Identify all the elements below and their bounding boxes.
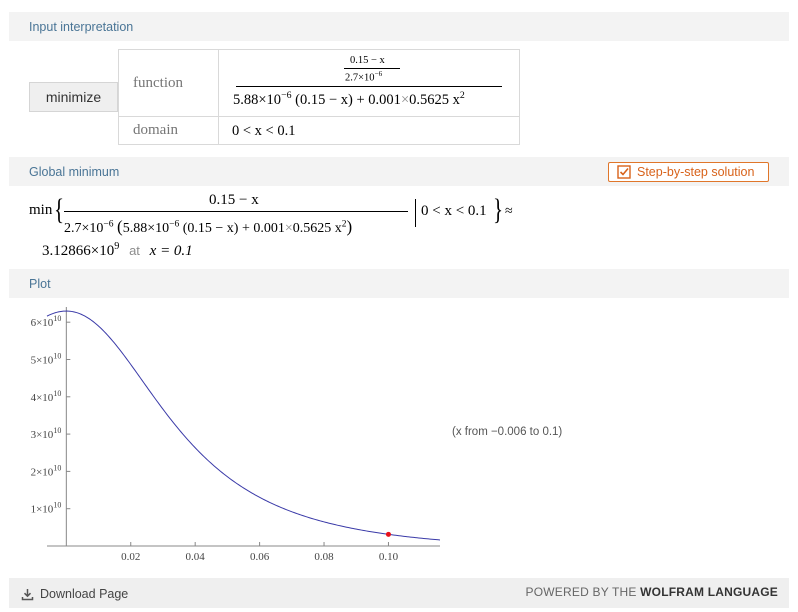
times-symbol: × [400,91,410,108]
y-tick-label: 2×1010 [31,463,62,478]
open-brace: { [54,193,65,226]
domain-label-cell: domain [118,116,219,145]
plot-title: Plot [29,277,51,291]
condition-bar [415,199,416,227]
y-tick-label: 6×1010 [31,314,62,329]
powered-brand: WOLFRAM LANGUAGE [640,585,778,599]
y-tick-label: 3×1010 [31,426,62,441]
y-tick-label: 5×1010 [31,351,62,366]
domain-value: 0 < x < 0.1 [232,122,296,139]
function-label-cell: function [118,49,219,117]
min-numerator: 0.15 − x [209,192,259,208]
x-tick-label: 0.02 [121,551,140,563]
function-denominator: 5.88×10−6 (0.15 − x) + 0.001×0.5625 x2 [233,90,465,108]
min-condition: 0 < x < 0.1 [421,203,487,219]
function-label: function [133,74,183,91]
min-fraction-line [64,211,408,212]
y-tick-label: 1×1010 [31,501,62,516]
x-tick-label: 0.08 [314,551,334,563]
function-value-cell: 0.15 − x 2.7×10−6 5.88×10−6 (0.15 − x) +… [218,49,520,117]
approx-symbol: ≈ [505,204,513,219]
x-tick-label: 0.06 [250,551,270,563]
x-tick-label: 0.10 [379,551,399,563]
download-icon [21,588,34,600]
at-word: at [129,243,140,258]
minimum-point [385,531,391,537]
function-inner-fraction-line [344,68,400,69]
function-numerator-top: 0.15 − x [350,55,385,66]
download-page-label: Download Page [40,587,129,601]
powered-prefix: POWERED BY THE [525,585,641,599]
input-interpretation-header: Input interpretation [9,12,789,41]
interpretation-table: function 0.15 − x 2.7×10−6 5.88×10−6 (0.… [118,49,520,145]
step-by-step-button[interactable]: Step-by-step solution [608,162,769,182]
min-result-at: x = 0.1 [149,243,193,259]
global-minimum-title: Global minimum [29,165,120,179]
plot-range-note: (x from −0.006 to 0.1) [452,426,563,438]
powered-by[interactable]: POWERED BY THE WOLFRAM LANGUAGE [526,585,778,599]
function-main-fraction-line [236,86,502,87]
close-brace: } [493,193,504,226]
function-numerator-bottom: 2.7×10−6 [345,70,383,84]
step-by-step-label: Step-by-step solution [637,165,755,179]
y-tick-label: 4×1010 [31,389,62,404]
checkbox-icon [617,165,631,179]
min-result: 3.12866×109 at x = 0.1 [42,241,193,260]
min-denominator: 2.7×10−6 (5.88×10−6 (0.15 − x) + 0.001×0… [64,217,353,236]
minimize-label: minimize [29,82,118,112]
input-interpretation-title: Input interpretation [29,20,134,34]
domain-value-cell: 0 < x < 0.1 [218,116,520,145]
footer: Download Page POWERED BY THE WOLFRAM LAN… [9,578,789,608]
plot-chart: 0.02 0.04 0.06 0.08 0.10 1×1010 2×1010 3×1010 4×… [31,307,441,563]
plot-header: Plot [9,269,789,298]
min-word: min [29,202,53,218]
x-tick-label: 0.04 [186,551,206,563]
download-page-link[interactable]: Download Page [21,587,128,601]
function-curve [46,310,441,541]
min-result-value: 3.12866×109 [42,241,120,259]
domain-label: domain [133,122,178,138]
